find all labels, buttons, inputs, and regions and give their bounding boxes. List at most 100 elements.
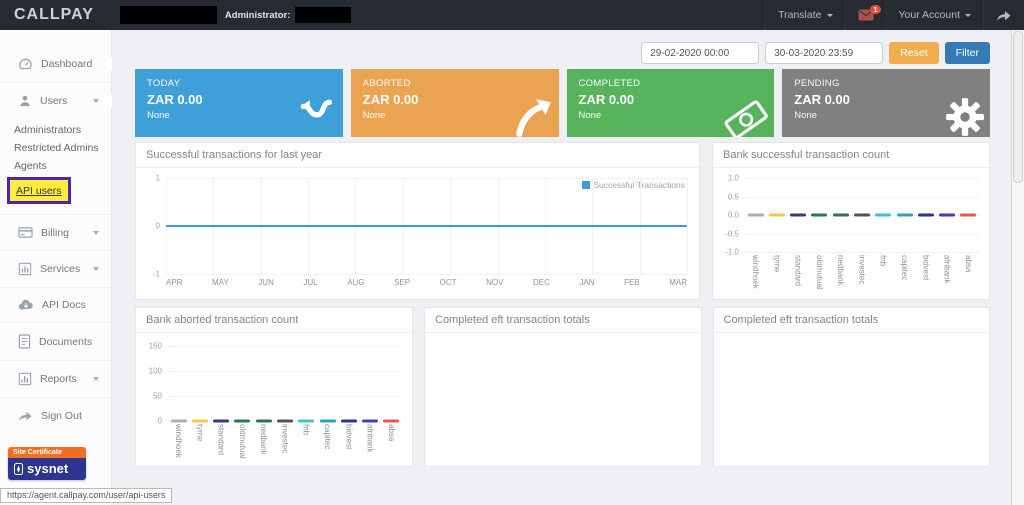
- chevron-down-icon: [93, 230, 99, 235]
- sidebar-subitem-administrators[interactable]: Administrators: [14, 124, 82, 136]
- card-title: PENDING: [794, 78, 840, 89]
- bank-label: afribank: [936, 255, 957, 299]
- sidebar-item-reports[interactable]: Reports: [0, 360, 111, 397]
- status-url-tooltip: https://agent.callpay.com/user/api-users: [0, 488, 173, 503]
- top-navbar: CALLPAY Administrator: Translate 1 Your …: [0, 0, 1024, 30]
- bar-nedbank: [255, 419, 272, 423]
- bank-label-text: tyme: [772, 255, 782, 273]
- bank-label: investec: [851, 255, 872, 299]
- card-subtitle: None: [794, 110, 817, 121]
- panel-title: Bank aborted transaction count: [136, 308, 412, 333]
- legend-swatch: [582, 181, 591, 189]
- panel-bank-successful: Bank successful transaction count 1.0 0.5…: [712, 142, 990, 300]
- administrator-label: Administrator:: [224, 9, 291, 21]
- gridline: [168, 396, 402, 398]
- stat-card-completed: COMPLETED ZAR 0.00 None: [566, 69, 775, 137]
- sidebar-item-billing[interactable]: Billing: [0, 214, 111, 250]
- bar-afribank: [362, 419, 379, 423]
- charts-row-2: Bank aborted transaction count 150 100 50 0…: [135, 307, 990, 467]
- bar-investec: [277, 419, 293, 423]
- bank-label-text: oldmutual: [237, 424, 247, 459]
- bar-afribank: [939, 213, 956, 217]
- bank-label-text: tyme: [195, 424, 205, 442]
- x-tick-label: OCT: [439, 278, 457, 287]
- filter-button[interactable]: Filter: [944, 42, 990, 64]
- translate-menu[interactable]: Translate: [765, 0, 844, 30]
- bar-capitec: [319, 419, 336, 423]
- sysnet-logo: sysnet: [8, 458, 86, 480]
- gridline: [745, 196, 979, 198]
- scrollbar-thumb[interactable]: [1013, 31, 1023, 183]
- bank-label-text: absa: [963, 255, 973, 273]
- sidebar-item-label: Reports: [40, 373, 77, 385]
- y-tick-label: -1: [152, 269, 160, 279]
- bank-label-text: capitec: [322, 424, 332, 450]
- messages-button[interactable]: 1: [844, 0, 886, 30]
- bank-label: standard: [788, 255, 809, 299]
- bank-label: standard: [211, 424, 232, 466]
- sidebar-item-documents[interactable]: Documents: [0, 322, 111, 360]
- scrollbar[interactable]: [1011, 30, 1024, 505]
- main-content: Reset Filter TODAY ZAR 0.00 None ABORTED…: [112, 30, 1012, 505]
- y-tick-label: 100: [148, 366, 162, 376]
- sidebar-item-dashboard[interactable]: Dashboard: [0, 46, 112, 82]
- bar-standard: [790, 213, 807, 217]
- sidebar-item-users[interactable]: Users: [0, 82, 112, 119]
- sidebar: Dashboard Users Administrators Restricte…: [0, 30, 112, 505]
- x-tick-label: SEP: [394, 278, 411, 287]
- card-amount: ZAR 0.00: [362, 92, 419, 107]
- x-tick-label: NOV: [486, 278, 504, 287]
- chevron-down-icon: [93, 99, 99, 103]
- gridline: [168, 371, 402, 373]
- refresh-arrow-icon: [297, 96, 339, 137]
- bank-label-text: afribank: [365, 424, 375, 453]
- panel-title: Bank successful transaction count: [713, 143, 989, 168]
- bank-label: nedbank: [253, 424, 274, 466]
- y-tick-label: -0.5: [725, 229, 739, 238]
- cloud-download-icon: [18, 299, 34, 311]
- site-certificate-badge[interactable]: Site Certificate sysnet: [8, 447, 86, 480]
- y-tick-label: 0: [157, 416, 162, 426]
- series-line: [166, 225, 687, 227]
- bank-label: absa: [958, 255, 979, 299]
- bank-label: capitec: [317, 424, 338, 466]
- bank-label-text: investec: [280, 424, 290, 454]
- bank-label-text: bidvest: [921, 255, 931, 281]
- your-account-menu[interactable]: Your Account: [885, 0, 984, 30]
- sign-out-arrow-icon: [18, 409, 33, 422]
- sign-out-shortcut[interactable]: [983, 0, 1024, 30]
- brand-logo[interactable]: CALLPAY: [14, 6, 94, 23]
- bank-label: oldmutual: [809, 255, 830, 299]
- gauge-icon: [18, 57, 33, 71]
- bank-label-text: fnb: [301, 424, 311, 436]
- gridline: [687, 178, 688, 274]
- date-from-input[interactable]: [641, 42, 760, 64]
- bank-label-text: nedbank: [259, 424, 269, 455]
- sidebar-subitem-api-users[interactable]: API users: [7, 177, 71, 204]
- document-icon: [18, 334, 31, 349]
- sidebar-item-services[interactable]: Services: [0, 250, 111, 287]
- arrow-up-right-icon: [513, 96, 555, 137]
- sidebar-subitem-restricted-admins[interactable]: Restricted Admins: [14, 142, 99, 154]
- reset-button[interactable]: Reset: [889, 42, 939, 64]
- bar-oldmutual: [234, 419, 251, 423]
- stat-card-pending: PENDING ZAR 0.00 None: [782, 69, 990, 137]
- card-subtitle: None: [147, 110, 170, 121]
- sidebar-item-label: API Docs: [42, 299, 86, 311]
- gridline: [745, 252, 979, 253]
- bank-label: afribank: [359, 424, 380, 466]
- card-title: COMPLETED: [578, 78, 641, 89]
- bar-bidvest: [917, 213, 934, 217]
- bank-label: oldmutual: [232, 424, 253, 466]
- active-notch: [104, 94, 112, 108]
- date-to-input[interactable]: [765, 42, 884, 64]
- panel-title: Completed eft transaction totals: [425, 308, 701, 333]
- bar-standard: [213, 419, 230, 423]
- x-tick-label: JAN: [579, 278, 595, 287]
- sidebar-item-api-docs[interactable]: API Docs: [0, 287, 111, 322]
- sidebar-item-sign-out[interactable]: Sign Out: [0, 397, 111, 433]
- bar-absa: [960, 213, 977, 217]
- bank-label: bidvest: [338, 424, 359, 466]
- x-tick-label: APR: [166, 278, 183, 287]
- sidebar-subitem-agents[interactable]: Agents: [14, 160, 47, 172]
